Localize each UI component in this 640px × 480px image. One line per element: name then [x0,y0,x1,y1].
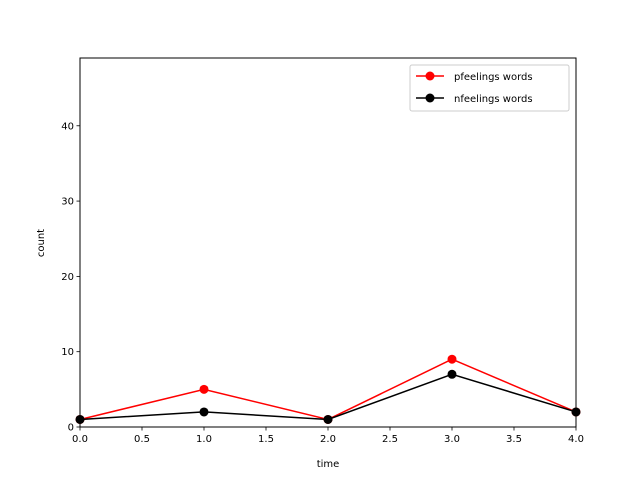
x-tick-label: 0.5 [134,434,150,445]
data-point [199,384,209,394]
x-tick-label: 0.0 [72,434,88,445]
legend-label: pfeelings words [454,72,533,83]
legend-item: pfeelings words [416,71,533,83]
x-tick-label: 2.5 [382,434,398,445]
legend-item: nfeelings words [416,93,533,105]
y-tick-label: 30 [61,197,74,208]
data-point [199,407,209,417]
y-axis-label: count [36,229,47,257]
legend: pfeelings words nfeelings words [409,64,570,112]
x-tick-label: 1.0 [196,434,212,445]
legend-marker [425,71,435,81]
y-tick-label: 20 [61,272,74,283]
legend-box [409,64,570,112]
x-tick-label: 4.0 [568,434,584,445]
data-point [447,369,457,379]
data-point [447,354,457,364]
y-tick-label: 10 [61,347,74,358]
x-tick-label: 3.5 [506,434,522,445]
x-axis-label: time [317,459,340,470]
x-tick-label: 1.5 [258,434,274,445]
x-tick-label: 3.0 [444,434,460,445]
y-tick-label: 40 [61,121,74,132]
legend-marker [425,93,435,103]
y-tick-label: 0 [68,423,74,434]
y-axis: 0 10 20 30 40 [61,121,80,434]
legend-label: nfeelings words [454,94,533,105]
x-tick-label: 2.0 [320,434,336,445]
data-point [323,414,333,424]
x-axis: 0.0 0.5 1.0 1.5 2.0 2.5 3.0 3.5 4.0 [72,427,584,445]
